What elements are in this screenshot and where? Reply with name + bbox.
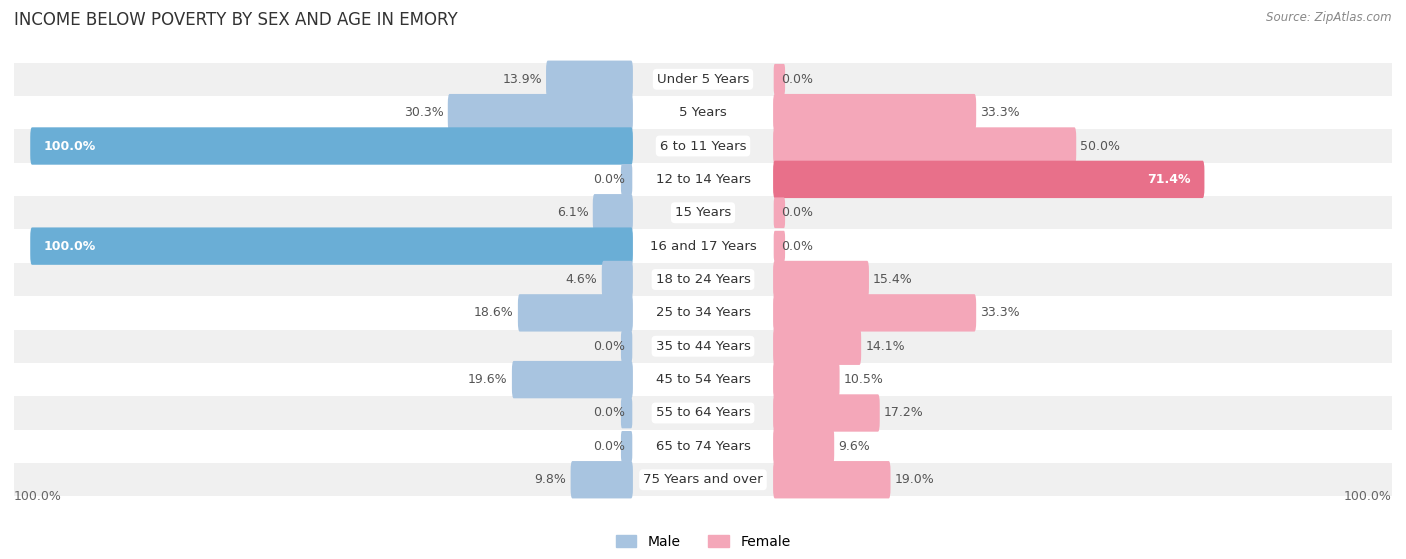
Bar <box>14 396 1392 430</box>
Text: 33.3%: 33.3% <box>980 106 1019 119</box>
FancyBboxPatch shape <box>773 231 785 262</box>
FancyBboxPatch shape <box>621 397 633 428</box>
Text: 17.2%: 17.2% <box>884 406 924 419</box>
Text: 100.0%: 100.0% <box>14 490 62 503</box>
Text: 6.1%: 6.1% <box>557 206 589 219</box>
Text: 0.0%: 0.0% <box>780 73 813 86</box>
Bar <box>14 463 1392 496</box>
Text: 0.0%: 0.0% <box>780 206 813 219</box>
Text: Source: ZipAtlas.com: Source: ZipAtlas.com <box>1267 11 1392 24</box>
Text: 18 to 24 Years: 18 to 24 Years <box>655 273 751 286</box>
Text: 25 to 34 Years: 25 to 34 Years <box>655 306 751 319</box>
Text: 35 to 44 Years: 35 to 44 Years <box>655 340 751 353</box>
Text: 30.3%: 30.3% <box>404 106 444 119</box>
Text: 15 Years: 15 Years <box>675 206 731 219</box>
Text: 33.3%: 33.3% <box>980 306 1019 319</box>
Text: 65 to 74 Years: 65 to 74 Years <box>655 440 751 453</box>
FancyBboxPatch shape <box>546 60 633 98</box>
FancyBboxPatch shape <box>447 94 633 131</box>
FancyBboxPatch shape <box>517 294 633 331</box>
Text: 0.0%: 0.0% <box>780 240 813 253</box>
Text: 0.0%: 0.0% <box>593 406 626 419</box>
FancyBboxPatch shape <box>773 64 785 94</box>
FancyBboxPatch shape <box>773 428 834 465</box>
Text: 0.0%: 0.0% <box>593 173 626 186</box>
Text: 100.0%: 100.0% <box>44 240 96 253</box>
Bar <box>14 296 1392 330</box>
Legend: Male, Female: Male, Female <box>610 529 796 555</box>
FancyBboxPatch shape <box>773 261 869 298</box>
FancyBboxPatch shape <box>773 394 880 432</box>
Bar <box>14 229 1392 263</box>
FancyBboxPatch shape <box>773 361 839 399</box>
Text: 6 to 11 Years: 6 to 11 Years <box>659 140 747 153</box>
FancyBboxPatch shape <box>621 431 633 462</box>
Text: 10.5%: 10.5% <box>844 373 883 386</box>
Text: 100.0%: 100.0% <box>44 140 96 153</box>
FancyBboxPatch shape <box>773 461 890 499</box>
Text: 5 Years: 5 Years <box>679 106 727 119</box>
Text: 18.6%: 18.6% <box>474 306 513 319</box>
Bar <box>14 129 1392 163</box>
FancyBboxPatch shape <box>512 361 633 399</box>
Bar <box>14 430 1392 463</box>
Text: 13.9%: 13.9% <box>502 73 541 86</box>
Text: 75 Years and over: 75 Years and over <box>643 473 763 486</box>
Bar <box>14 196 1392 229</box>
Text: 16 and 17 Years: 16 and 17 Years <box>650 240 756 253</box>
FancyBboxPatch shape <box>31 127 633 165</box>
Text: 14.1%: 14.1% <box>865 340 905 353</box>
Text: 71.4%: 71.4% <box>1147 173 1191 186</box>
FancyBboxPatch shape <box>602 261 633 298</box>
Text: 15.4%: 15.4% <box>873 273 912 286</box>
Text: 19.0%: 19.0% <box>894 473 935 486</box>
FancyBboxPatch shape <box>593 194 633 231</box>
FancyBboxPatch shape <box>773 94 976 131</box>
Bar <box>14 363 1392 396</box>
Text: 100.0%: 100.0% <box>1344 490 1392 503</box>
Text: 9.6%: 9.6% <box>838 440 870 453</box>
Bar <box>14 263 1392 296</box>
Text: 9.8%: 9.8% <box>534 473 567 486</box>
FancyBboxPatch shape <box>773 197 785 228</box>
FancyBboxPatch shape <box>773 294 976 331</box>
Bar <box>14 96 1392 129</box>
Text: 0.0%: 0.0% <box>593 340 626 353</box>
Text: 19.6%: 19.6% <box>468 373 508 386</box>
FancyBboxPatch shape <box>31 228 633 265</box>
Text: 50.0%: 50.0% <box>1080 140 1121 153</box>
Text: Under 5 Years: Under 5 Years <box>657 73 749 86</box>
Text: 45 to 54 Years: 45 to 54 Years <box>655 373 751 386</box>
Text: 55 to 64 Years: 55 to 64 Years <box>655 406 751 419</box>
Bar <box>14 330 1392 363</box>
Bar <box>14 163 1392 196</box>
FancyBboxPatch shape <box>773 328 860 365</box>
Text: INCOME BELOW POVERTY BY SEX AND AGE IN EMORY: INCOME BELOW POVERTY BY SEX AND AGE IN E… <box>14 11 458 29</box>
Text: 4.6%: 4.6% <box>565 273 598 286</box>
FancyBboxPatch shape <box>621 164 633 195</box>
Bar <box>14 63 1392 96</box>
Text: 12 to 14 Years: 12 to 14 Years <box>655 173 751 186</box>
FancyBboxPatch shape <box>773 160 1205 198</box>
FancyBboxPatch shape <box>773 127 1076 165</box>
FancyBboxPatch shape <box>571 461 633 499</box>
Text: 0.0%: 0.0% <box>593 440 626 453</box>
FancyBboxPatch shape <box>621 331 633 362</box>
